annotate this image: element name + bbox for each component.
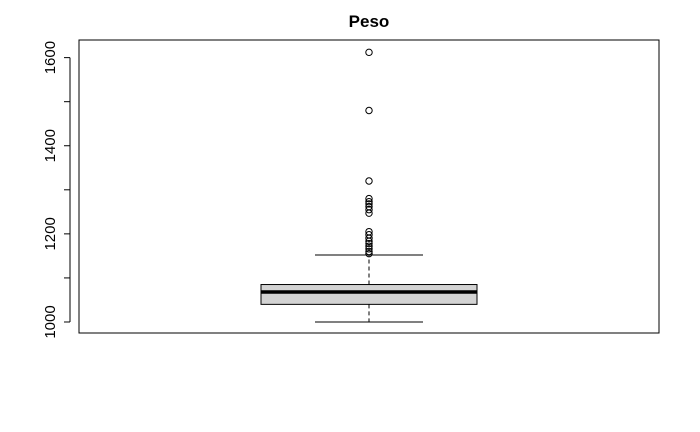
plot-frame	[78, 39, 660, 334]
boxplot	[260, 254, 478, 323]
outlier-point	[365, 234, 373, 242]
outlier-point	[365, 247, 373, 256]
outlier-points	[365, 48, 373, 258]
outlier-point	[365, 106, 373, 115]
y-tick-label: 1200	[42, 217, 59, 250]
outlier-point	[365, 209, 373, 217]
outlier-point	[365, 245, 373, 253]
outlier-point	[365, 249, 373, 258]
outlier-point	[365, 205, 373, 214]
outlier-point	[365, 237, 373, 246]
y-tick-label: 1400	[42, 129, 59, 162]
outlier-point	[365, 239, 373, 248]
y-tick-label: 1000	[42, 305, 59, 338]
outlier-point	[365, 177, 373, 185]
y-axis: 1000 1200 1400 1600	[42, 41, 71, 339]
chart-title: Peso	[349, 12, 390, 31]
y-tick-label: 1600	[42, 41, 59, 74]
outlier-point	[365, 194, 373, 203]
outlier-point	[365, 198, 373, 206]
outlier-point	[365, 242, 373, 250]
outlier-point	[365, 48, 373, 57]
interquartile-box	[260, 284, 478, 305]
outlier-point	[365, 200, 373, 208]
